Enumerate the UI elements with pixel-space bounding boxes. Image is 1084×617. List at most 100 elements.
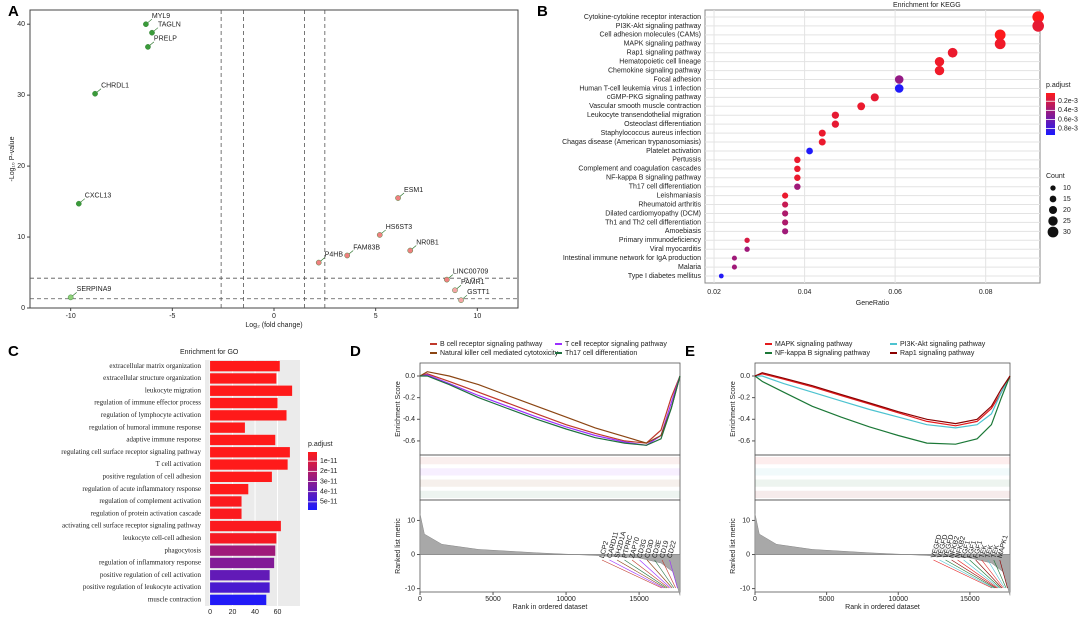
y-tick-label: -0.2 [738,394,750,401]
y-tick-label: leukocyte cell-cell adhesion [123,534,202,542]
y-axis-label: Enrichment Score [730,381,737,437]
y-tick-label: -0.6 [738,438,750,445]
x-tick-label: 40 [251,609,259,616]
legend-dot [1048,216,1058,226]
y-tick-label: Rheumatoid arthritis [638,201,701,208]
legend-label: 10 [1063,185,1071,192]
gene-label: FGF1 [961,540,972,559]
es-line [754,373,1011,427]
gene-label: FGF1 [973,540,984,559]
dot [718,273,724,279]
y-tick-label: Hematopoietic cell lineage [619,58,701,65]
y-tick-label: -0.4 [738,416,750,423]
gene-leader [661,559,676,589]
point [149,29,155,36]
point-label: CHRDL1 [101,83,129,90]
plot-frame [29,9,519,309]
colorbar [1046,93,1055,135]
plot-background [205,360,300,606]
gene-leader [669,559,678,589]
x-axis-label: GeneRatio [856,300,890,307]
point-label: LINC00709 [453,268,489,275]
colorbar-label: 0.2e-3 [1058,98,1078,105]
y-tick-label: regulation of inflammatory response [99,559,201,567]
y-tick-label: 0 [746,551,750,558]
dot [782,219,789,226]
x-tick-label: 20 [229,609,237,616]
y-tick-label: 10 [407,517,415,524]
gene-leader [933,559,993,589]
y-tick-label: 40 [17,21,25,28]
legend-label: Natural killer cell mediated cytotoxicit… [440,350,559,357]
point-label: GSTT1 [467,289,490,296]
y-tick-label: extracellular structure organization [103,374,201,382]
y-tick-label: adaptive immune response [126,436,201,444]
gene-label: CD3D [644,539,656,559]
gene-label: TEK [985,544,995,559]
dot [794,156,801,164]
y-tick-label: regulation of acute inflammatory respons… [82,485,201,493]
gene-leader [639,559,671,589]
plot-frame [704,9,1041,284]
x-tick-label: 0 [753,596,757,603]
y-tick-label: 0.0 [405,373,415,380]
y-tick-label: MAPK signaling pathway [624,41,702,48]
dot [994,38,1006,50]
x-tick-label: 0 [418,596,422,603]
hit-band [755,468,1010,476]
x-axis-label: Log₂ (fold change) [245,322,302,329]
y-tick-label: Type I diabetes mellitus [628,273,702,280]
x-tick-label: 15000 [960,596,980,603]
dot [782,201,789,208]
y-tick-label: Dilated cardiomyopathy (DCM) [605,210,701,217]
bar [210,471,272,483]
point-label: CXCL13 [85,193,112,200]
y-tick-label: cGMP-PKG signaling pathway [607,94,702,101]
y-tick-label: Leishmaniasis [657,192,702,199]
y-axis-label: -Log₁₀ P-value [9,136,16,181]
dot [1032,20,1044,32]
dot [894,75,904,84]
dot [857,102,866,111]
legend-label: B cell receptor signaling pathway [440,341,543,348]
bar [210,582,270,593]
legend-label: 15 [1063,196,1071,203]
x-tick-label: -10 [66,313,76,320]
es-line [419,371,681,444]
dot [806,147,813,155]
x-tick-label: 5 [374,313,378,320]
point [315,259,322,266]
point-label: PRELP [154,36,177,43]
y-tick-label: Cell adhesion molecules (CAMs) [599,32,701,39]
y-tick-label: regulation of protein activation cascade [91,509,201,517]
dot [994,29,1006,41]
x-tick-label: 10 [473,313,481,320]
point-label: ESM1 [404,187,423,194]
dot [818,138,826,146]
point [452,287,458,294]
y-tick-label: 10 [742,517,750,524]
y-tick-label: -0.2 [403,394,415,401]
y-tick-label: Human T-cell leukemia virus 1 infection [579,85,701,92]
y-tick-label: Viral myocarditis [650,246,702,253]
colorbar-label: 2e-11 [320,468,337,475]
x-tick-label: 0.06 [888,289,902,296]
es-line [755,375,1011,429]
bar [210,545,276,556]
dot [782,210,789,217]
panel-letter: D [350,343,361,360]
point [344,252,351,259]
gene-leader [987,559,1005,589]
y-tick-label: Chemokine signaling pathway [608,67,701,74]
hit-band [755,457,1010,465]
dot [934,65,945,76]
point-label: SERPINA9 [77,286,112,293]
gene-leader [654,559,675,589]
point [76,200,82,207]
bar [210,483,249,495]
es-line [420,375,681,446]
point-label: MYL9 [152,13,170,20]
hit-band [755,479,1010,487]
